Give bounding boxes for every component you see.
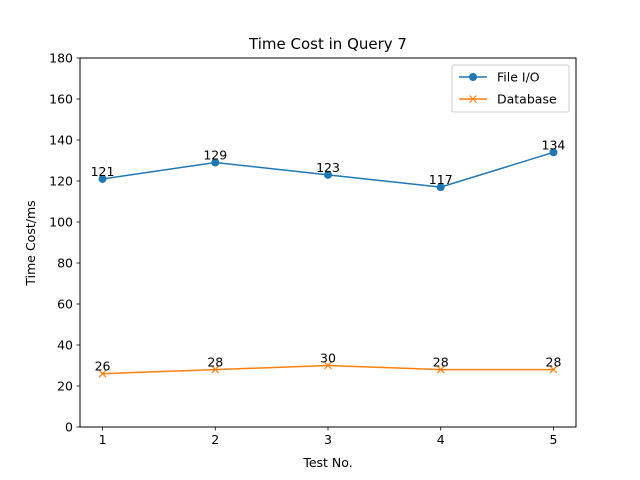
data-label: 121 (91, 164, 115, 179)
data-point (549, 365, 558, 374)
data-point (98, 369, 107, 378)
series-0: 121 129 123 117 134 (91, 137, 566, 192)
legend-label: Database (497, 92, 557, 107)
y-tick-label: 120 (49, 174, 73, 189)
data-point (211, 365, 220, 374)
x-tick-label: 2 (211, 432, 219, 447)
data-label: 129 (203, 148, 227, 163)
x-tick-label: 5 (549, 432, 557, 447)
legend-item: Database (459, 92, 557, 107)
legend-item: File I/O (459, 70, 540, 85)
data-point (98, 174, 107, 183)
data-label: 117 (429, 172, 453, 187)
data-label: 26 (95, 359, 111, 374)
legend-marker (469, 95, 477, 103)
y-tick-label: 140 (49, 133, 73, 148)
x-axis-label: Test No. (302, 455, 352, 470)
data-label: 30 (320, 351, 336, 366)
y-tick-label: 160 (49, 92, 73, 107)
data-point (549, 148, 558, 157)
data-point (436, 365, 445, 374)
legend-label: File I/O (497, 70, 540, 85)
chart-title: Time Cost in Query 7 (248, 35, 407, 53)
y-tick-label: 80 (57, 256, 73, 271)
x-tick-label: 1 (99, 432, 107, 447)
y-tick-label: 0 (65, 420, 73, 435)
x-tick-label: 4 (437, 432, 445, 447)
data-point (211, 158, 220, 167)
series-1: 26 28 30 28 28 (95, 351, 562, 378)
data-point (324, 170, 332, 179)
data-point (436, 183, 445, 192)
x-tick-label: 3 (324, 432, 332, 447)
y-tick-label: 100 (49, 215, 73, 230)
y-tick-label: 180 (49, 51, 73, 66)
data-label: 123 (316, 160, 340, 175)
data-label: 28 (207, 355, 223, 370)
data-label: 28 (433, 355, 449, 370)
legend-marker (469, 73, 477, 81)
y-axis-label: Time Cost/ms (23, 200, 38, 286)
series-group: 121 129 123 117 134 26 28 30 28 28 (91, 137, 566, 378)
data-point (324, 361, 332, 370)
y-tick-label: 60 (57, 297, 73, 312)
plot-frame (79, 57, 577, 428)
y-tick-label: 20 (57, 379, 73, 394)
y-tick-label: 40 (57, 338, 73, 353)
legend: File I/O Database (451, 64, 570, 113)
data-label: 134 (542, 137, 566, 152)
data-label: 28 (546, 355, 562, 370)
